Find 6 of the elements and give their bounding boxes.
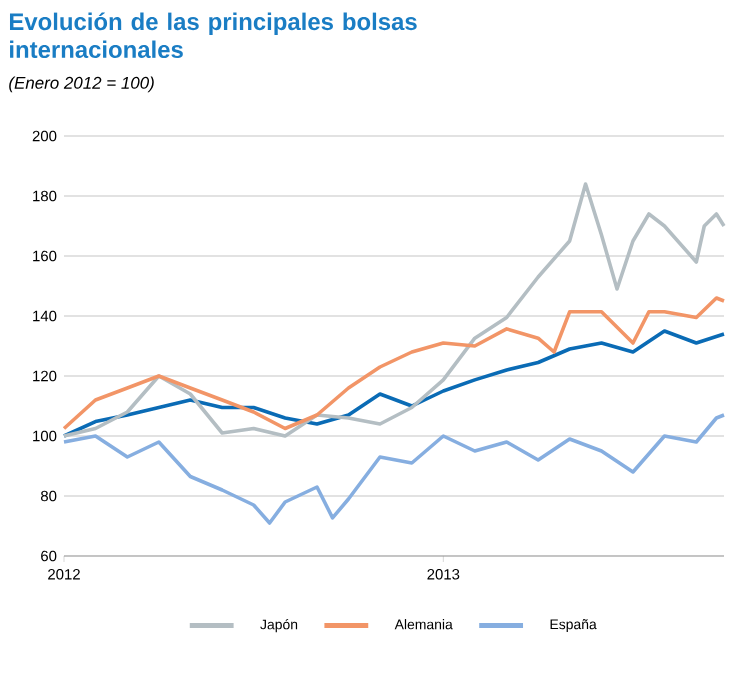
line-series xyxy=(62,182,726,438)
line-series xyxy=(62,413,726,525)
chart-subtitle: (Enero 2012 = 100) xyxy=(9,76,154,93)
line-series xyxy=(62,329,726,438)
chart-title: Evolución de las principales bolsas internacionales xyxy=(9,12,417,59)
line-series xyxy=(62,296,726,431)
